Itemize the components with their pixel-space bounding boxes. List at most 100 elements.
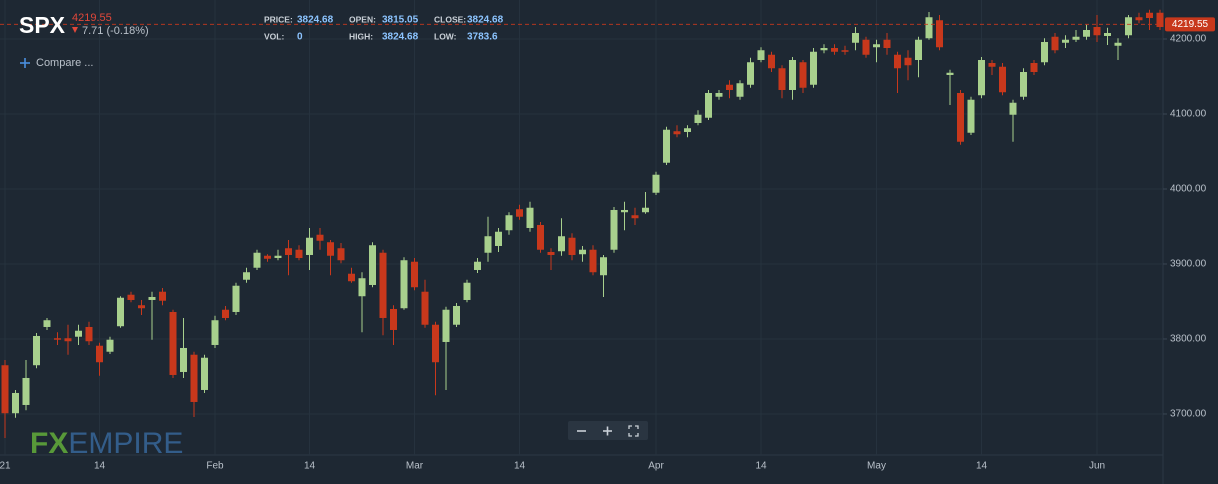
candle-body: [999, 66, 1006, 93]
last-price-tag: [1165, 17, 1215, 32]
candle-body: [1, 365, 9, 414]
candle-body: [810, 51, 817, 85]
candle-body: [957, 92, 964, 142]
candle-body: [1041, 41, 1048, 63]
logo: FXEMPIRE: [30, 427, 183, 460]
candle-body: [201, 357, 208, 390]
candle-body: [873, 44, 880, 48]
candle-body: [736, 83, 744, 97]
candle-body: [96, 345, 103, 363]
candle-body: [799, 62, 807, 88]
candle-body: [1051, 36, 1059, 51]
candle-body: [925, 17, 933, 39]
candle-body: [316, 234, 324, 241]
x-tick-label: Feb: [206, 461, 224, 472]
candle-body: [148, 296, 156, 300]
candle-body: [715, 92, 723, 97]
candle-body: [1062, 39, 1069, 43]
x-tick-label: 21: [0, 461, 11, 472]
candle-body: [222, 309, 229, 318]
candle-body: [106, 339, 114, 352]
candle-body: [1093, 26, 1101, 36]
info-value: 3824.68: [382, 32, 419, 43]
candle-body: [558, 236, 565, 252]
candle-body: [54, 338, 61, 340]
candle-body: [1020, 71, 1027, 97]
candle-body: [1104, 32, 1111, 36]
y-tick-label: 4100.00: [1170, 109, 1207, 120]
candle-body: [526, 207, 534, 228]
candle-body: [306, 237, 313, 255]
candle-body: [327, 242, 334, 256]
candle-body: [169, 311, 177, 375]
fullscreen-button[interactable]: [628, 425, 639, 437]
x-tick-label: Jun: [1089, 461, 1105, 472]
candle-body: [621, 209, 628, 213]
candle-body: [64, 338, 72, 342]
candle-body: [43, 320, 51, 327]
candle-body: [652, 174, 660, 193]
candle-body: [547, 251, 555, 255]
candle-body: [1072, 36, 1080, 40]
x-tick-label: 14: [304, 461, 316, 472]
candle-body: [453, 305, 460, 325]
candle-body: [600, 257, 607, 276]
candle-body: [1135, 17, 1143, 21]
compare-button[interactable]: Compare ...: [20, 57, 93, 69]
compare-label: Compare ...: [36, 57, 93, 69]
candle-body: [684, 128, 691, 132]
candle-body: [22, 377, 30, 405]
info-label: HIGH:: [349, 31, 373, 41]
candle-body: [159, 291, 166, 301]
candle-body: [442, 309, 450, 342]
candle-body: [537, 224, 544, 250]
logo-part: FX: [30, 427, 68, 460]
candle-body: [495, 231, 502, 246]
candle-body: [726, 84, 733, 90]
x-tick-label: Mar: [406, 461, 424, 472]
zoom-in[interactable]: [603, 426, 612, 436]
candle-body: [1156, 12, 1164, 27]
candle-body: [841, 50, 849, 52]
candle-body: [862, 39, 870, 55]
candle-body: [358, 278, 366, 297]
x-tick-label: 14: [514, 461, 526, 472]
candle-body: [75, 330, 82, 337]
candle-body: [369, 245, 376, 285]
candle-body: [831, 47, 838, 52]
candle-body: [411, 261, 418, 288]
candle-body: [883, 39, 891, 48]
candle-body: [610, 209, 618, 250]
candle-body: [337, 248, 345, 261]
candle-body: [379, 252, 387, 318]
candle-body: [673, 131, 681, 135]
x-tick-label: 14: [755, 461, 767, 472]
y-tick-label: 4000.00: [1170, 184, 1207, 195]
last-price: 4219.55: [72, 12, 112, 24]
x-tick-label: Apr: [648, 461, 664, 472]
candle-body: [904, 57, 912, 66]
candle-body: [642, 207, 649, 213]
info-value: 3783.6: [467, 32, 498, 43]
candle-body: [348, 273, 355, 282]
candle-body: [589, 249, 597, 273]
candle-body: [757, 50, 765, 60]
candle-body: [1009, 102, 1017, 115]
y-tick-label: 3800.00: [1170, 334, 1207, 345]
y-tick-label: 4200.00: [1170, 34, 1207, 45]
candle-body: [432, 324, 439, 363]
candle-body: [894, 54, 901, 69]
y-tick-label: 3900.00: [1170, 259, 1207, 270]
candle-body: [400, 260, 408, 309]
candle-body: [694, 114, 702, 123]
candle-body: [936, 20, 943, 48]
candle-body: [778, 68, 786, 90]
down-arrow: [72, 27, 78, 33]
x-tick-label: 14: [94, 461, 106, 472]
candle-body: [253, 252, 261, 268]
info-label: PRICE:: [264, 14, 293, 24]
candle-body: [747, 62, 754, 85]
candle-body: [127, 294, 135, 300]
candle-body: [117, 297, 124, 327]
candle-body: [85, 326, 93, 342]
